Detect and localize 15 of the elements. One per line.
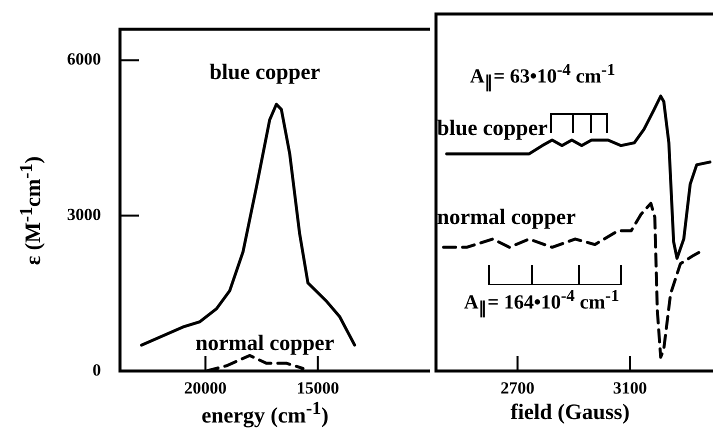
x-tick-label: 3100 <box>613 378 648 398</box>
annotation: A$_{∥}$= 164•10$^{-4}$ cm$^{-1}$ <box>464 286 620 318</box>
text: A$_{∥}$= 63•10$^{-4}$ cm$^{-1}$ <box>470 60 616 92</box>
x-axis-title: energy (cm$^{-1}$) <box>202 398 329 427</box>
x-axis-title: field (Gauss) <box>510 399 630 424</box>
y-tick-label: 6000 <box>67 50 101 69</box>
series-label: normal copper <box>196 330 334 355</box>
series-label: normal copper <box>437 204 576 229</box>
legend-label: blue copper <box>437 115 548 140</box>
x-tick-label: 20000 <box>184 378 227 398</box>
x-tick-label: 2700 <box>500 378 535 398</box>
y-tick-label: 0 <box>92 360 101 380</box>
series-label: blue copper <box>210 59 320 84</box>
x-tick-label: 15000 <box>296 378 340 398</box>
y-tick-label: 3000 <box>67 205 101 224</box>
